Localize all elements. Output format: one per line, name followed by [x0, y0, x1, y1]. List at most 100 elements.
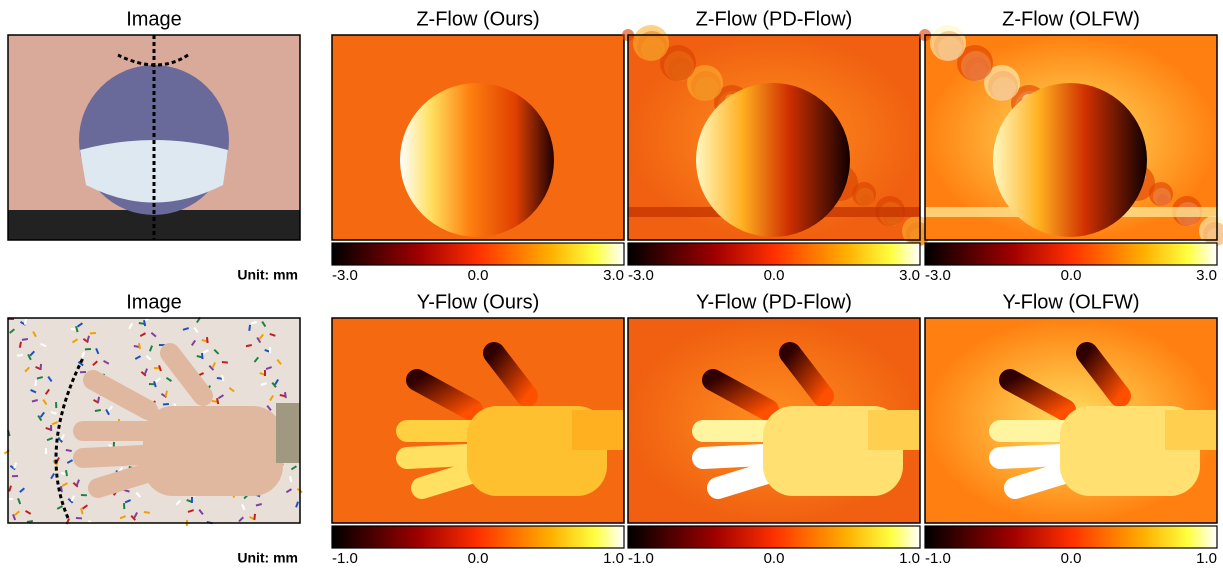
sprinkle [36, 376, 43, 380]
colorbar-tick: 3.0 [1196, 267, 1217, 284]
colorbar [627, 525, 921, 549]
image-border [7, 317, 301, 524]
image-title: Image [126, 8, 182, 30]
sprinkle [75, 517, 82, 520]
colorbar-tick: -3.0 [925, 267, 951, 284]
sprinkle [39, 411, 46, 418]
sprinkle [95, 348, 100, 355]
rotation-arrow [117, 53, 189, 67]
sprinkle [46, 437, 54, 442]
sprinkle [13, 462, 17, 469]
colorbar-tick: -1.0 [332, 550, 358, 567]
sprinkle [208, 365, 215, 371]
sprinkle [187, 509, 195, 513]
flow-wrist [1165, 410, 1217, 450]
unit-label: Unit: mm [237, 550, 298, 566]
flow-wrist [868, 410, 920, 450]
flow-noise [660, 45, 696, 81]
sprinkle [241, 504, 246, 511]
sprinkle [72, 482, 79, 488]
sprinkle [228, 387, 235, 393]
sprinkle [66, 459, 73, 464]
sprinkle [8, 485, 12, 492]
sprinkle [175, 499, 182, 506]
sprinkle [26, 520, 33, 523]
sprinkle [75, 326, 79, 333]
sprinkle [221, 361, 228, 364]
colorbar-tick: 0.0 [764, 267, 785, 284]
colorbar-tick: -1.0 [925, 550, 951, 567]
sprinkle [264, 370, 266, 376]
sprinkle [24, 366, 31, 373]
sprinkle [45, 448, 48, 455]
sprinkle [56, 505, 63, 510]
panel-border [627, 34, 921, 241]
sprinkle [8, 318, 14, 320]
photo-palm [143, 406, 283, 496]
colorbar [924, 242, 1218, 266]
sprinkle [150, 332, 157, 338]
sprinkle [67, 498, 74, 504]
colorbar-tick: 0.0 [1061, 550, 1082, 567]
sprinkle [271, 382, 277, 388]
sprinkle [45, 427, 52, 431]
sprinkle [213, 349, 220, 355]
sprinkle [119, 515, 127, 520]
sprinkle [196, 355, 203, 359]
sprinkle [30, 389, 37, 394]
colorbar [627, 242, 921, 266]
sprinkle [145, 355, 152, 361]
sprinkle [285, 488, 292, 494]
flow-noise [957, 45, 993, 81]
sprinkle [23, 318, 27, 325]
panel-border [924, 317, 1218, 524]
sprinkle [261, 321, 267, 328]
sprinkle [103, 360, 110, 365]
sprinkle [44, 388, 50, 395]
colorbar-tick: 0.0 [468, 550, 489, 567]
panel-border [924, 34, 1218, 241]
sprinkle [211, 400, 218, 403]
sprinkle [92, 360, 98, 367]
sprinkle [221, 375, 225, 382]
sprinkle [260, 382, 267, 386]
sprinkle [290, 465, 297, 471]
sprinkle [238, 516, 244, 523]
sprinkle [71, 338, 78, 344]
sprinkle [40, 343, 47, 348]
colorbar-tick: 1.0 [899, 550, 920, 567]
panel-border [331, 34, 625, 241]
sprinkle [211, 362, 216, 369]
flow-finger [702, 369, 779, 421]
input-image [7, 34, 301, 241]
sprinkle [158, 365, 162, 372]
sprinkle [55, 402, 58, 409]
sprinkle [133, 345, 140, 349]
sprinkle [128, 323, 133, 330]
sprinkle [105, 409, 110, 416]
sprinkle [138, 322, 145, 325]
photo-finger [160, 343, 213, 406]
colorbar-tick: -3.0 [332, 267, 358, 284]
sprinkle [248, 324, 252, 331]
sprinkle [16, 354, 23, 357]
sprinkle [70, 328, 77, 331]
flow-wrist [572, 410, 624, 450]
sprinkle [82, 338, 89, 344]
flow-noise [633, 25, 669, 61]
sprinkle [258, 333, 264, 340]
sprinkle [250, 321, 257, 325]
flow-map [924, 317, 1218, 524]
sprinkle [37, 415, 43, 422]
sprinkle [266, 405, 272, 411]
sprinkle [190, 496, 193, 503]
sprinkle [9, 328, 15, 334]
sprinkle [276, 359, 282, 365]
photo-finger [83, 370, 158, 420]
sprinkle [269, 347, 272, 354]
sprinkle [61, 482, 69, 487]
sprinkle [65, 470, 68, 477]
colorbar-tick: 3.0 [899, 267, 920, 284]
